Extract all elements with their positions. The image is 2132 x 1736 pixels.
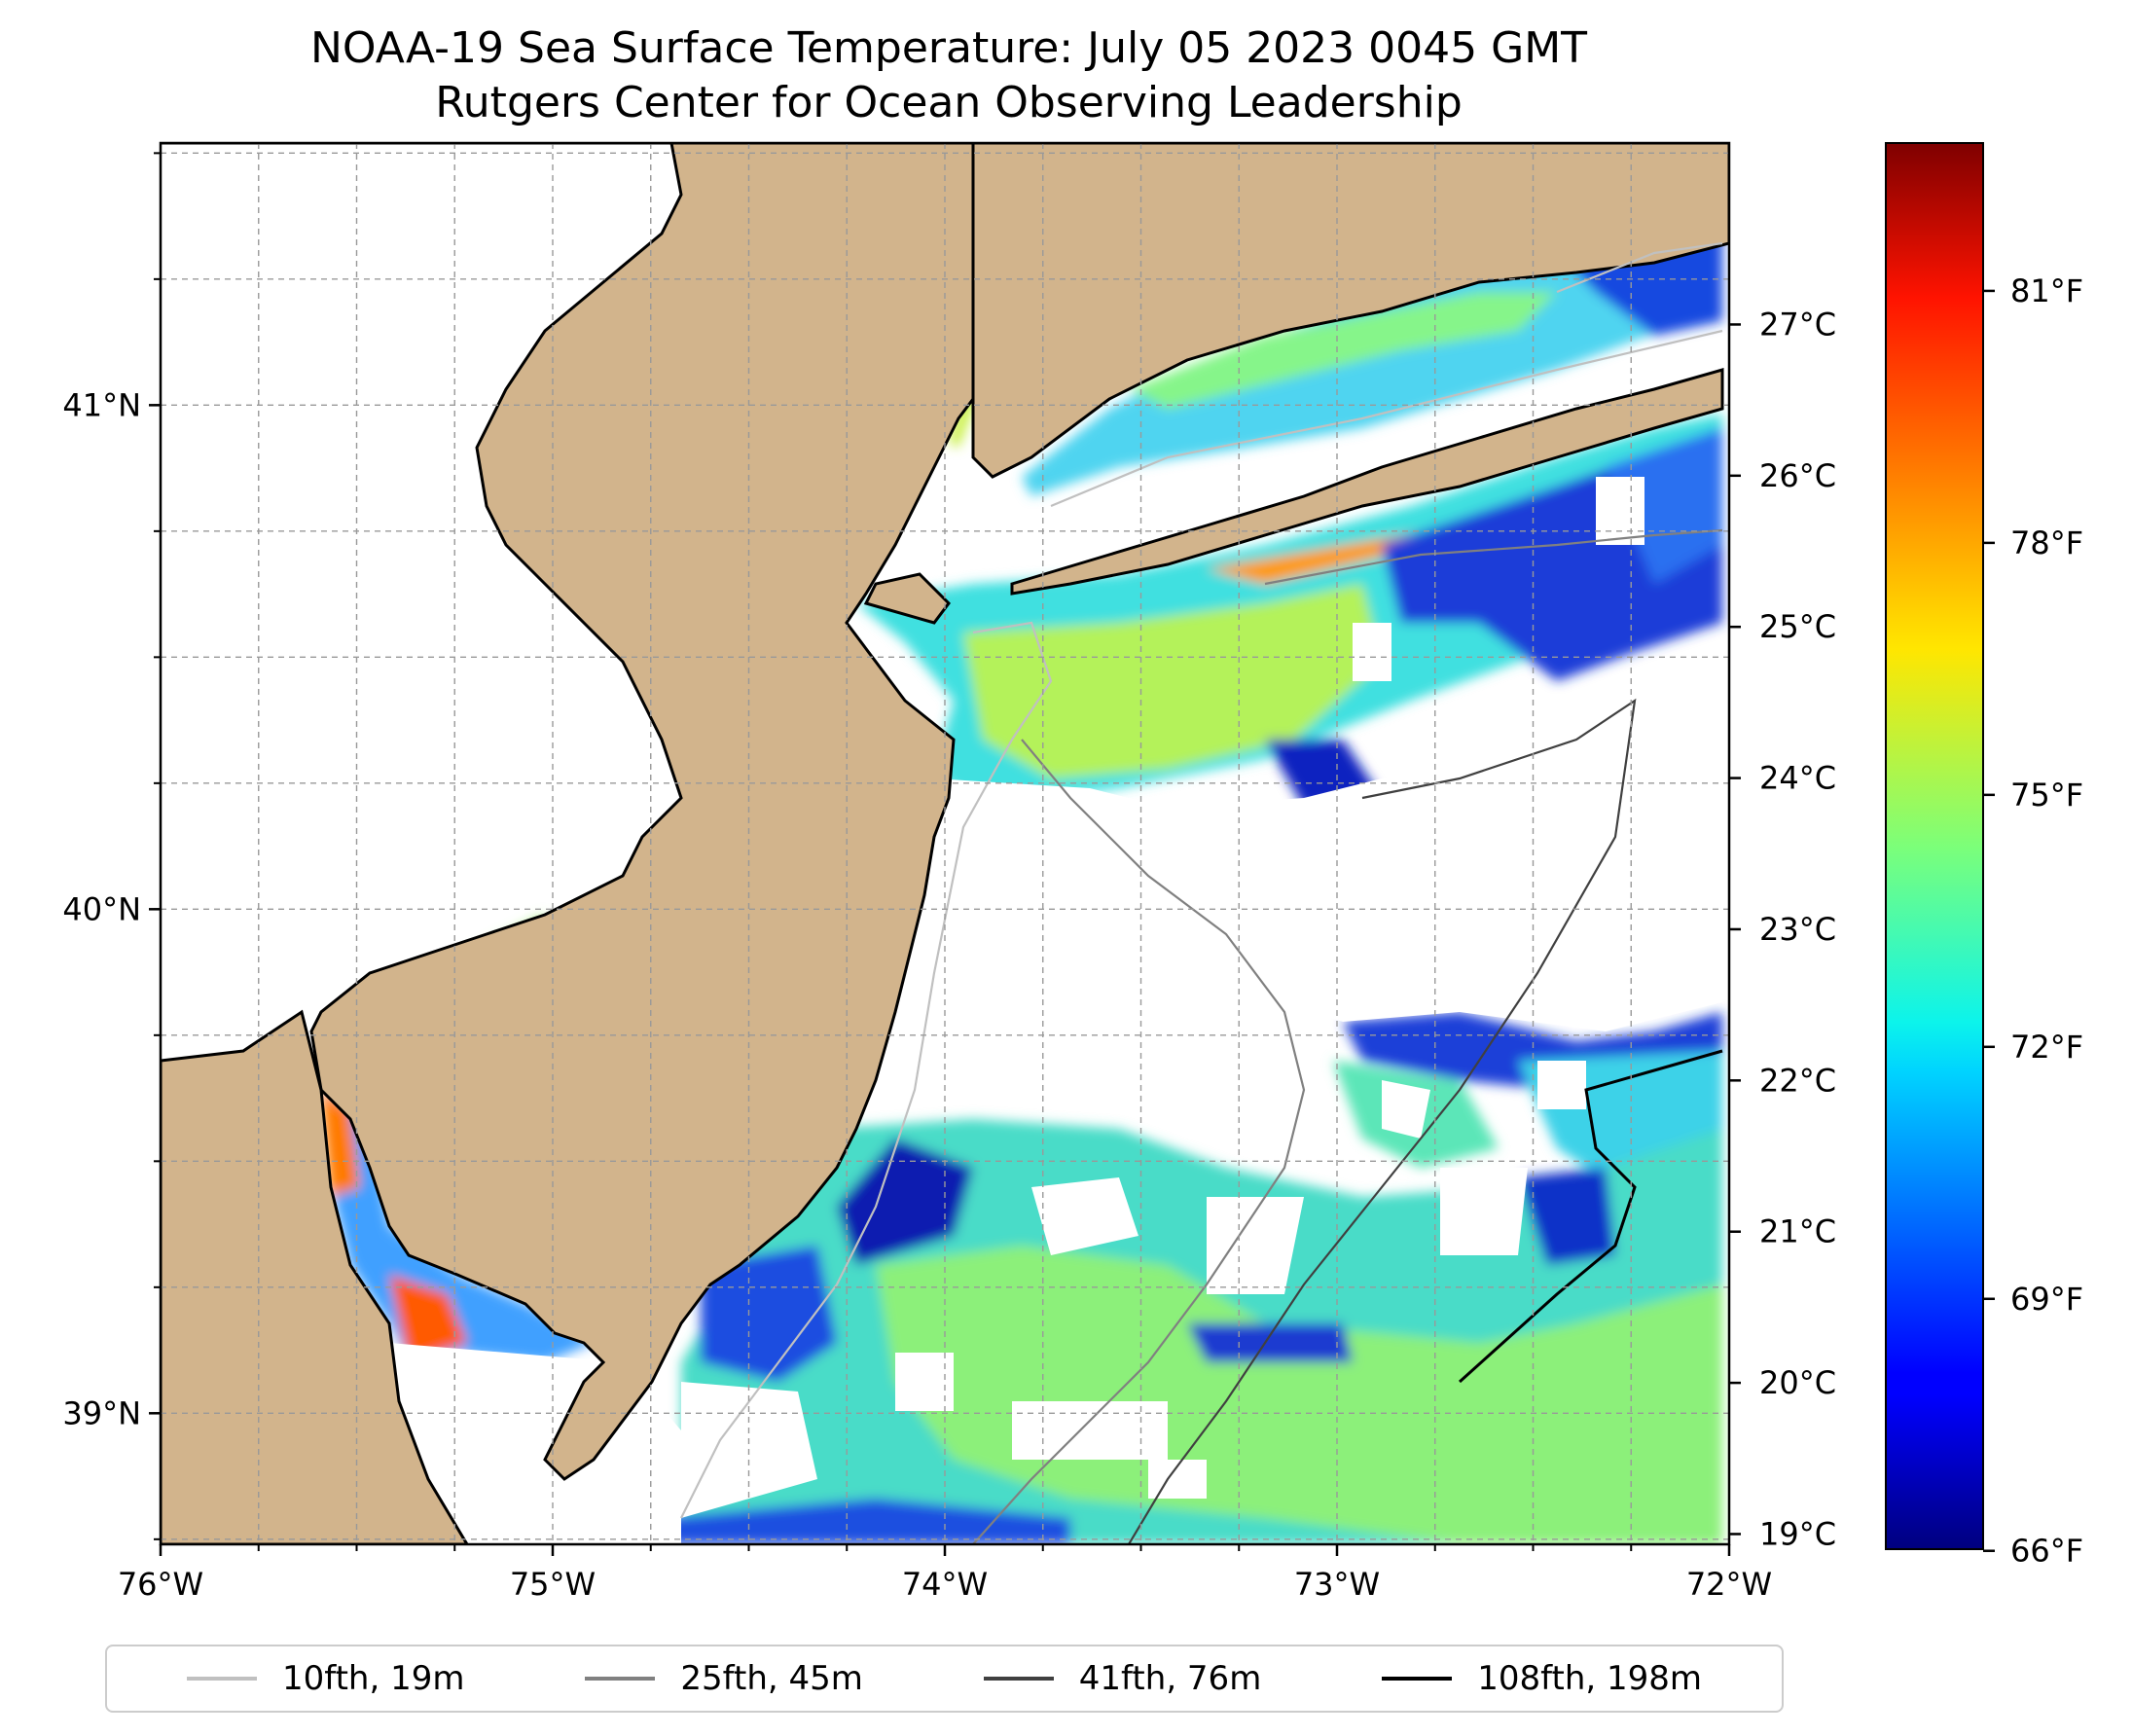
south-cold-d [701, 1246, 837, 1382]
celsius-tick-label: 27°C [1759, 306, 1836, 343]
chart-title: NOAA-19 Sea Surface Temperature: July 05… [0, 21, 1897, 130]
south-cold-b [1518, 1168, 1615, 1265]
celsius-tick-label: 20°C [1759, 1364, 1836, 1401]
fahrenheit-tick-label: 75°F [2010, 777, 2083, 814]
gap-7 [1012, 1401, 1168, 1460]
gap-4 [1207, 1197, 1304, 1294]
fahrenheit-tick-label: 81°F [2010, 272, 2083, 309]
celsius-tick-label: 21°C [1759, 1213, 1836, 1250]
y-tick-label: 41°N [62, 386, 141, 423]
x-tick-label: 72°W [1686, 1566, 1772, 1603]
gap-2 [1596, 477, 1644, 545]
legend-line-swatch [1382, 1677, 1453, 1681]
map-panel [161, 143, 1729, 1544]
legend-line-swatch [186, 1677, 257, 1681]
title-line-2: Rutgers Center for Ocean Observing Leade… [435, 78, 1463, 127]
celsius-tick-label: 22°C [1759, 1062, 1836, 1099]
celsius-tick-label: 24°C [1759, 760, 1836, 797]
gap-large-1 [701, 681, 1722, 1148]
gap-5 [1440, 1168, 1528, 1255]
south-edge-cold [662, 1499, 1070, 1544]
long-island [1010, 368, 1724, 596]
y-axis: 39°N 40°N 41°N [62, 152, 161, 1540]
legend-line-swatch [585, 1677, 656, 1681]
legend-item: 41fth, 76m [983, 1659, 1262, 1698]
gap-2b [1537, 1061, 1586, 1109]
gap-3 [1031, 1177, 1138, 1255]
bight-cold-2 [1606, 428, 1722, 584]
colorbar-celsius-axis: 19°C 20°C 21°C 22°C 23°C 24°C 25°C 26°C 27°C [1728, 306, 1836, 1552]
celsius-tick-label: 19°C [1759, 1515, 1836, 1552]
isobath-legend: 10fth, 19m 25fth, 45m 41fth, 76m 108fth, 19… [105, 1645, 1784, 1713]
legend-item: 108fth, 198m [1382, 1659, 1702, 1698]
fahrenheit-tick-label: 69°F [2010, 1281, 2083, 1318]
south-warm [876, 1246, 1722, 1544]
y-tick-label: 40°N [62, 890, 141, 927]
bight-warm [963, 584, 1382, 778]
celsius-tick-label: 26°C [1759, 457, 1836, 494]
legend-item: 10fth, 19m [186, 1659, 465, 1698]
fahrenheit-tick-label: 72°F [2010, 1029, 2083, 1066]
isobath-25fth [972, 528, 1723, 1544]
isobath-41fth [1128, 698, 1637, 1544]
delaware-warm [389, 1275, 467, 1362]
x-tick-label: 75°W [510, 1566, 596, 1603]
fahrenheit-tick-label: 66°F [2010, 1533, 2083, 1570]
sst-field [321, 229, 1722, 1544]
x-tick-label: 73°W [1294, 1566, 1380, 1603]
y-tick-label: 39°N [62, 1394, 141, 1431]
cloud-gaps [389, 477, 1722, 1544]
gridlines [161, 143, 1729, 1544]
title-line-1: NOAA-19 Sea Surface Temperature: July 05… [309, 23, 1588, 73]
fahrenheit-tick-label: 78°F [2010, 524, 2083, 561]
legend-label: 41fth, 76m [1078, 1659, 1262, 1698]
connecticut [971, 143, 1729, 479]
x-axis: 76°W 75°W 74°W 73°W 72°W [118, 1544, 1772, 1603]
land [161, 143, 1729, 1544]
legend-label: 108fth, 198m [1477, 1659, 1702, 1698]
legend-item: 25fth, 45m [585, 1659, 863, 1698]
legend-line-swatch [983, 1677, 1054, 1681]
delmarva [161, 1009, 469, 1544]
isobath-108fth [1458, 1049, 1723, 1384]
south-cold-c [1187, 1323, 1353, 1362]
sound-water-2 [1129, 292, 1557, 409]
south-cold-a [837, 1139, 973, 1265]
new-jersey [161, 143, 975, 1481]
gap-6 [895, 1353, 954, 1411]
gap-2a [1382, 1080, 1430, 1139]
x-tick-label: 74°W [902, 1566, 988, 1603]
delaware-bay [321, 1090, 594, 1362]
x-tick-label: 76°W [118, 1566, 203, 1603]
colorbar [1885, 142, 1984, 1550]
colorbar-fahrenheit-axis: 66°F 69°F 72°F 75°F 78°F 81°F [1983, 272, 2083, 1570]
legend-label: 10fth, 19m [281, 1659, 465, 1698]
celsius-tick-label: 25°C [1759, 608, 1836, 645]
celsius-tick-label: 23°C [1759, 911, 1836, 948]
staten-island [863, 572, 951, 625]
legend-label: 25fth, 45m [680, 1659, 863, 1698]
gap-1 [1353, 623, 1391, 681]
